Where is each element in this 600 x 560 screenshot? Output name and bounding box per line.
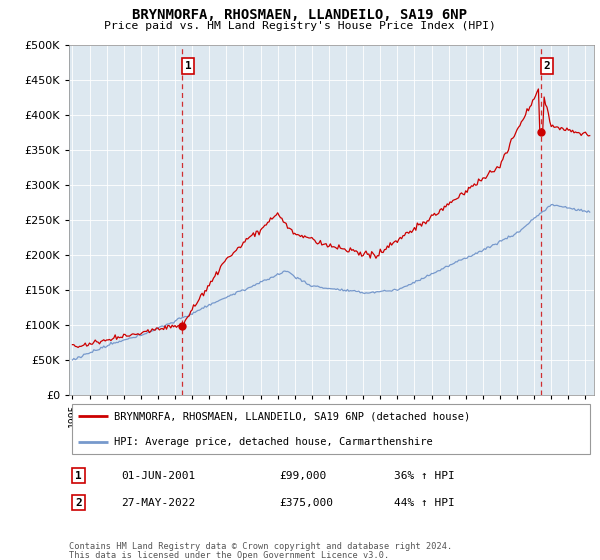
Text: 27-MAY-2022: 27-MAY-2022 xyxy=(121,497,196,507)
Text: 36% ↑ HPI: 36% ↑ HPI xyxy=(395,470,455,480)
FancyBboxPatch shape xyxy=(71,404,590,454)
Text: BRYNMORFA, RHOSMAEN, LLANDEILO, SA19 6NP (detached house): BRYNMORFA, RHOSMAEN, LLANDEILO, SA19 6NP… xyxy=(113,412,470,421)
Text: £99,000: £99,000 xyxy=(279,470,326,480)
Text: This data is licensed under the Open Government Licence v3.0.: This data is licensed under the Open Gov… xyxy=(69,551,389,560)
Text: Contains HM Land Registry data © Crown copyright and database right 2024.: Contains HM Land Registry data © Crown c… xyxy=(69,542,452,550)
Text: Price paid vs. HM Land Registry's House Price Index (HPI): Price paid vs. HM Land Registry's House … xyxy=(104,21,496,31)
Text: 1: 1 xyxy=(185,61,191,71)
Text: £375,000: £375,000 xyxy=(279,497,333,507)
Text: 01-JUN-2001: 01-JUN-2001 xyxy=(121,470,196,480)
Text: HPI: Average price, detached house, Carmarthenshire: HPI: Average price, detached house, Carm… xyxy=(113,437,433,446)
Text: BRYNMORFA, RHOSMAEN, LLANDEILO, SA19 6NP: BRYNMORFA, RHOSMAEN, LLANDEILO, SA19 6NP xyxy=(133,8,467,22)
Text: 2: 2 xyxy=(544,61,550,71)
Text: 2: 2 xyxy=(75,497,82,507)
Text: 44% ↑ HPI: 44% ↑ HPI xyxy=(395,497,455,507)
Text: 1: 1 xyxy=(75,470,82,480)
